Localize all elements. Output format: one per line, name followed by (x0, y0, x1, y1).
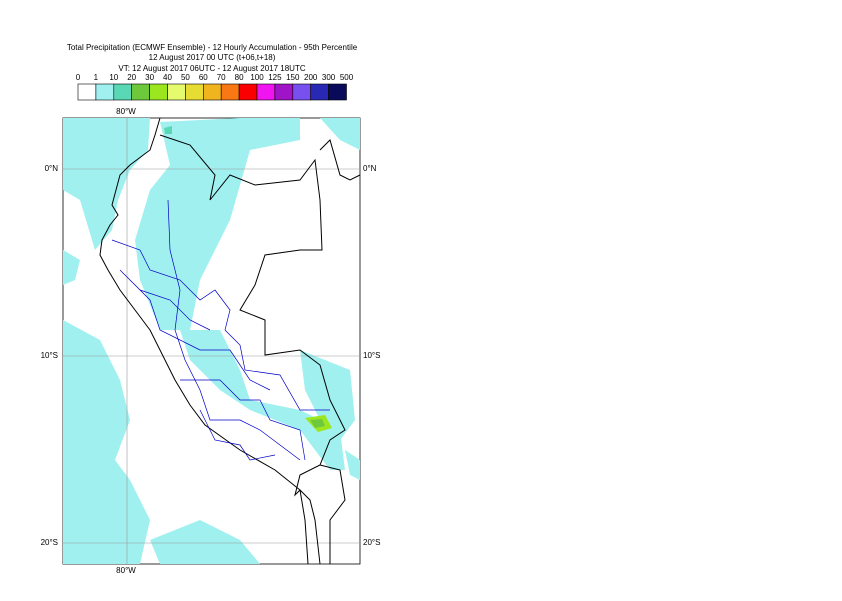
legend-label: 70 (217, 73, 226, 82)
title: Total Precipitation (ECMWF Ensemble) - 1… (67, 43, 358, 52)
valid-time: VT: 12 August 2017 06UTC - 12 August 201… (118, 64, 305, 73)
lat-label: 0°N (45, 164, 59, 173)
lat-label: 10°S (363, 351, 380, 360)
legend-label: 20 (127, 73, 136, 82)
legend-swatch (149, 83, 168, 101)
precip-area (164, 126, 172, 134)
legend-label: 30 (145, 73, 154, 82)
legend-label: 80 (235, 73, 244, 82)
legend-swatch (113, 83, 133, 101)
legend-label: 1 (94, 73, 99, 82)
lat-label: 20°S (363, 538, 380, 547)
legend-swatch (292, 83, 311, 101)
legend-label: 300 (322, 73, 336, 82)
legend-label: 125 (268, 73, 282, 82)
legend-label: 500 (340, 73, 354, 82)
color-legend: 0 1 10 20 30 40 50 60 70 80 100 125 150 200 300 500 (76, 73, 354, 101)
lat-labels: 0°N 0°N 10°S 10°S 20°S 20°S (41, 164, 381, 547)
legend-swatch (256, 83, 276, 101)
legend-label: 0 (76, 73, 81, 82)
legend-label: 200 (304, 73, 318, 82)
graticule (63, 118, 360, 564)
lon-label: 80°W (116, 566, 136, 575)
legend-label: 60 (199, 73, 208, 82)
precip-areas (63, 118, 360, 564)
lat-label: 10°S (41, 351, 58, 360)
legend-swatch (310, 83, 329, 101)
map: 80°W 80°W 0°N 0°N 10°S 10°S 20°S 20°S (41, 107, 381, 575)
legend-swatch (77, 83, 97, 101)
lon-label: 80°W (116, 107, 136, 116)
legend-label: 10 (109, 73, 118, 82)
title-block: Total Precipitation (ECMWF Ensemble) - 1… (67, 43, 358, 73)
legend-swatch (131, 83, 150, 101)
subtitle: 12 August 2017 00 UTC (t+06,t+18) (149, 53, 276, 62)
legend-swatch (203, 83, 222, 101)
region-borders (111, 199, 330, 461)
precip-area-heavy (310, 419, 325, 428)
legend-swatch (95, 83, 115, 101)
legend-label: 40 (163, 73, 172, 82)
legend-swatch (167, 83, 186, 101)
legend-swatch (274, 83, 294, 101)
country-borders (99, 117, 361, 565)
legend-swatch (185, 83, 204, 101)
lat-label: 0°N (363, 164, 377, 173)
legend-swatch (238, 83, 258, 101)
legend-label: 100 (250, 73, 264, 82)
legend-label: 50 (181, 73, 190, 82)
legend-label: 150 (286, 73, 300, 82)
legend-swatch (328, 83, 347, 101)
lat-label: 20°S (41, 538, 58, 547)
legend-swatch (220, 83, 240, 101)
